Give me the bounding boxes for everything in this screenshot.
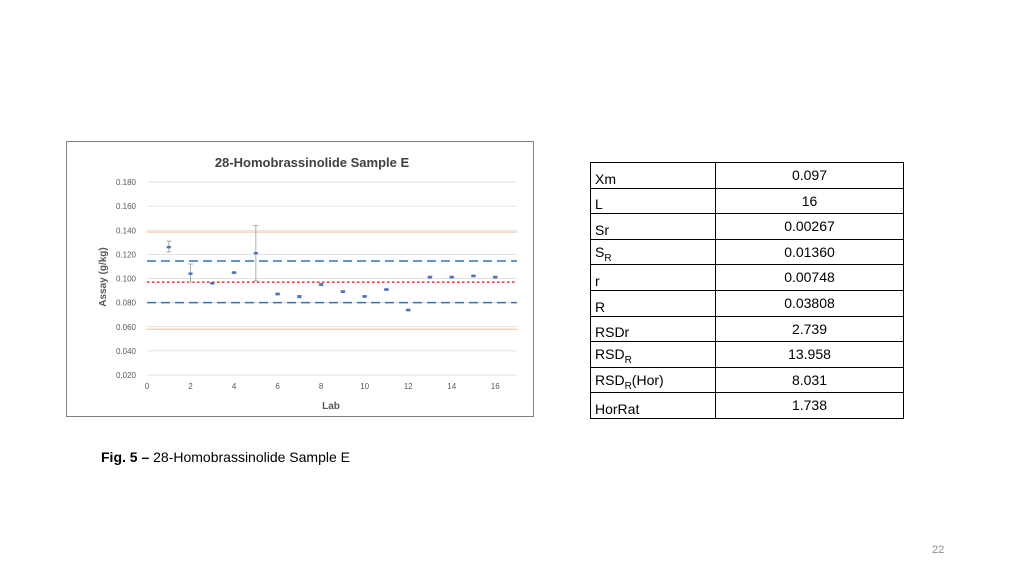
y-tick-label: 0.180 — [116, 178, 137, 187]
y-tick-label: 0.020 — [116, 371, 137, 380]
x-tick-label: 2 — [188, 382, 193, 391]
stats-label-tail: (Hor) — [631, 371, 664, 388]
stats-row: RSDR 13.958 — [590, 341, 904, 368]
stats-label: r — [590, 264, 716, 291]
stats-label-main: Sr — [595, 221, 609, 238]
data-point — [406, 308, 411, 312]
stats-row: RSDR(Hor) 8.031 — [590, 366, 904, 394]
chart-frame: 28-Homobrassinolide Sample E Lab Assay (… — [66, 141, 534, 417]
stats-label: HorRat — [590, 392, 716, 419]
stats-label-sub: R — [624, 380, 632, 392]
data-point — [166, 245, 171, 249]
stats-value: 16 — [715, 187, 904, 215]
caption-prefix: Fig. 5 – — [101, 449, 150, 465]
stats-label-sub: R — [624, 354, 632, 366]
data-point — [362, 295, 367, 298]
stats-table: Xm 0.097 L 16 Sr 0.00267 SR 0.01360 r 0.00748 R 0.0… — [590, 162, 904, 419]
stats-label: RSDR — [590, 341, 716, 368]
figure-caption: Fig. 5 – 28-Homobrassinolide Sample E — [101, 449, 350, 465]
stats-value: 0.03808 — [715, 289, 904, 317]
data-point — [319, 283, 324, 286]
y-tick-label: 0.160 — [116, 202, 137, 211]
stats-row: RSDr 2.739 — [590, 315, 904, 343]
x-axis-label: Lab — [322, 401, 340, 412]
y-tick-label: 0.140 — [116, 226, 137, 235]
stats-label-main: S — [595, 243, 605, 260]
x-tick-label: 14 — [447, 382, 456, 391]
x-tick-label: 0 — [145, 382, 150, 391]
stats-label-sub: R — [604, 252, 612, 264]
stats-row: SR 0.01360 — [590, 238, 904, 266]
stats-value: 0.01360 — [715, 238, 904, 266]
stats-row: R 0.03808 — [590, 289, 904, 317]
data-point — [210, 282, 215, 285]
stats-label-main: R — [595, 298, 606, 315]
stats-value: 13.958 — [715, 341, 904, 368]
stats-label: RSDR(Hor) — [590, 366, 716, 394]
data-point — [253, 251, 258, 255]
stats-label-main: r — [595, 272, 600, 289]
x-tick-label: 8 — [319, 382, 324, 391]
x-tick-label: 6 — [275, 382, 280, 391]
stats-label-main: RSD — [595, 345, 625, 362]
stats-value: 1.738 — [715, 392, 904, 419]
data-point — [297, 295, 302, 298]
stats-label-main: Xm — [595, 170, 616, 187]
data-point — [384, 288, 389, 291]
stats-value: 8.031 — [715, 366, 904, 394]
stats-label-main: HorRat — [595, 400, 640, 417]
stats-value: 0.00748 — [715, 264, 904, 291]
y-tick-label: 0.080 — [116, 299, 137, 308]
stats-row: r 0.00748 — [590, 264, 904, 291]
y-tick-label: 0.040 — [116, 347, 137, 356]
stats-label-main: RSDr — [595, 324, 630, 341]
x-tick-label: 12 — [404, 382, 413, 391]
stats-row: Xm 0.097 — [590, 162, 904, 189]
chart-title: 28-Homobrassinolide Sample E — [215, 155, 410, 170]
x-tick-label: 10 — [360, 382, 369, 391]
data-point — [493, 276, 498, 279]
x-tick-label: 16 — [491, 382, 500, 391]
stats-label: Xm — [590, 162, 716, 189]
stats-row: L 16 — [590, 187, 904, 215]
data-point — [232, 271, 237, 274]
stats-label: Sr — [590, 213, 716, 240]
stats-value: 0.097 — [715, 162, 904, 189]
stats-label: R — [590, 289, 716, 317]
stats-label-main: L — [595, 196, 603, 213]
data-point — [275, 292, 280, 296]
x-tick-label: 4 — [232, 382, 237, 391]
chart-plot: 28-Homobrassinolide Sample E Lab Assay (… — [98, 155, 517, 412]
stats-label: L — [590, 187, 716, 215]
y-tick-label: 0.120 — [116, 250, 137, 259]
data-point — [340, 290, 345, 293]
stats-value: 2.739 — [715, 315, 904, 343]
data-point — [449, 276, 454, 279]
y-tick-label: 0.060 — [116, 323, 137, 332]
stats-row: Sr 0.00267 — [590, 213, 904, 240]
stats-label-main: RSD — [595, 371, 625, 388]
data-point — [427, 276, 432, 279]
stats-row: HorRat 1.738 — [590, 392, 904, 419]
page-number: 22 — [932, 544, 945, 556]
caption-text: 28-Homobrassinolide Sample E — [149, 449, 350, 465]
y-tick-label: 0.100 — [116, 275, 137, 284]
stats-label: SR — [590, 238, 716, 266]
stats-label: RSDr — [590, 315, 716, 343]
data-point — [471, 274, 476, 278]
data-point — [188, 272, 193, 275]
stats-value: 0.00267 — [715, 213, 904, 240]
y-axis-label: Assay (g/kg) — [98, 247, 109, 306]
